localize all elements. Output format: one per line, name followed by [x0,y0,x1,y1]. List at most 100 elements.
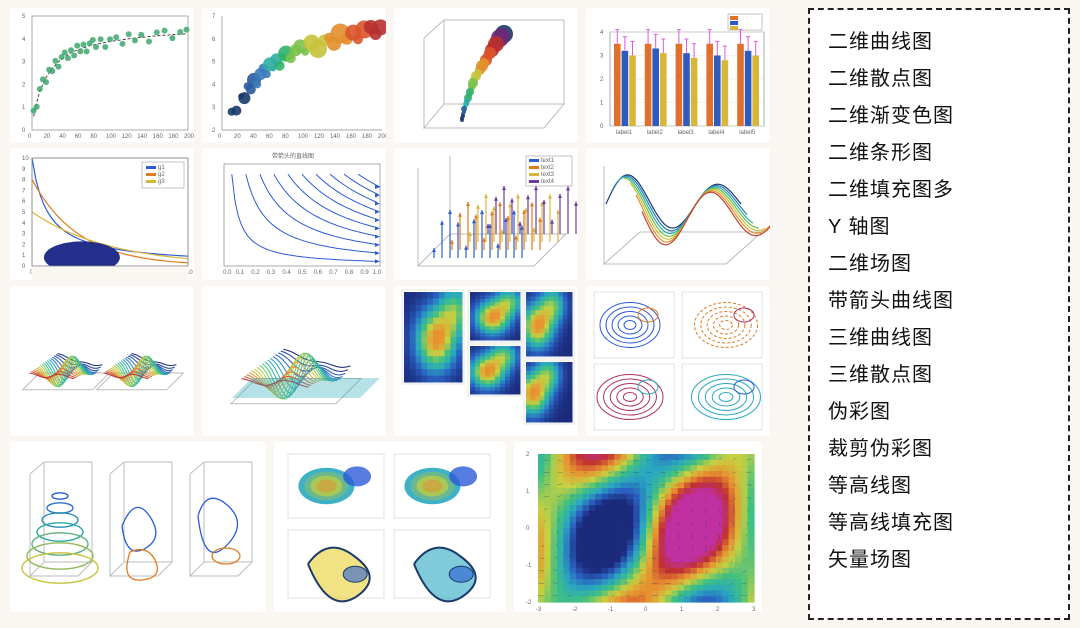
legend-item: 等高线填充图 [828,505,1050,542]
row-1: 020406080100120140160180200012345 020406… [10,8,794,142]
svg-text:80: 80 [90,134,97,140]
sample-surface-single [202,286,386,436]
svg-text:label4: label4 [708,130,725,136]
svg-text:6: 6 [212,37,216,43]
svg-text:label2: label2 [647,130,664,136]
svg-text:60: 60 [266,134,273,140]
svg-text:140: 140 [330,134,341,140]
sample-2d-scatter: 020406080100120140160180200234567 [202,8,386,142]
svg-text:20: 20 [44,134,51,140]
svg-text:7: 7 [212,14,216,20]
svg-text:180: 180 [168,134,179,140]
svg-text:60: 60 [75,134,82,140]
svg-text:5: 5 [212,60,216,66]
svg-text:g2: g2 [158,172,165,178]
svg-text:6: 6 [22,199,26,205]
svg-text:0: 0 [644,607,648,612]
svg-text:7: 7 [22,188,26,194]
svg-text:200: 200 [184,134,194,140]
svg-text:4: 4 [212,82,216,88]
sample-fill-multi-y: 012345678910012345678910g1g2g3 [10,148,194,280]
svg-text:text3: text3 [541,172,555,178]
sample-3d-waves [586,148,770,280]
svg-text:-3: -3 [536,607,542,612]
legend-item: 等高线图 [828,468,1050,505]
svg-text:0.3: 0.3 [267,270,276,276]
legend-item: 三维曲线图 [828,320,1050,357]
svg-text:120: 120 [122,134,133,140]
svg-text:4: 4 [22,37,26,43]
svg-text:3: 3 [22,60,26,66]
sample-3d-scatter [394,8,578,142]
svg-text:g3: g3 [158,179,165,185]
svg-text:40: 40 [250,134,257,140]
svg-text:0.0: 0.0 [223,270,232,276]
svg-text:2: 2 [22,242,26,248]
svg-text:0: 0 [28,134,32,140]
svg-text:0.2: 0.2 [251,270,260,276]
sample-iso-paths [10,442,266,612]
svg-text:120: 120 [314,134,325,140]
svg-text:4: 4 [600,30,604,36]
page-root: 020406080100120140160180200012345 020406… [0,0,1080,628]
svg-text:0: 0 [526,526,530,532]
svg-text:3: 3 [212,105,216,111]
sample-surface-pair [10,286,194,436]
svg-text:0.6: 0.6 [314,270,323,276]
legend-item: 伪彩图 [828,394,1050,431]
sample-contour-group [586,286,770,436]
svg-text:0.1: 0.1 [236,270,245,276]
svg-text:5: 5 [22,14,26,20]
svg-text:text2: text2 [541,165,555,171]
legend-item: 三维散点图 [828,357,1050,394]
sample-contourf-pair [274,442,506,612]
legend-item: 二维条形图 [828,135,1050,172]
svg-text:-2: -2 [572,607,578,612]
chart-gallery: 020406080100120140160180200012345 020406… [10,8,794,620]
svg-text:label1: label1 [616,130,633,136]
svg-text:带箭头的直线图: 带箭头的直线图 [272,152,314,160]
svg-text:g1: g1 [158,165,165,171]
svg-text:0.9: 0.9 [360,270,369,276]
svg-text:4: 4 [22,221,26,227]
sample-2d-curve: 020406080100120140160180200012345 [10,8,194,142]
sample-pcolor-group [394,286,578,436]
svg-text:2: 2 [22,82,26,88]
svg-text:2: 2 [526,452,530,458]
svg-text:1: 1 [600,101,604,107]
svg-text:0: 0 [218,134,222,140]
row-3 [10,286,794,436]
svg-text:0: 0 [22,264,26,270]
svg-text:100: 100 [106,134,117,140]
legend-item: 二维散点图 [828,61,1050,98]
sample-3d-field: text1text2text3text4 [394,148,578,280]
svg-text:text1: text1 [541,158,555,164]
svg-text:-1: -1 [608,607,614,612]
svg-text:200: 200 [378,134,386,140]
svg-text:80: 80 [282,134,289,140]
svg-text:140: 140 [137,134,148,140]
svg-text:1: 1 [680,607,684,612]
svg-text:3: 3 [752,607,756,612]
svg-text:0: 0 [600,124,604,130]
svg-text:-2: -2 [526,600,532,606]
svg-text:-1: -1 [526,563,532,569]
svg-text:9: 9 [22,167,26,173]
svg-text:5: 5 [22,210,26,216]
svg-text:10: 10 [22,156,29,162]
svg-text:160: 160 [346,134,357,140]
legend-item: 裁剪伪彩图 [828,431,1050,468]
svg-text:label3: label3 [678,130,695,136]
legend-item: 二维场图 [828,246,1050,283]
svg-text:8: 8 [22,178,26,184]
legend-item: 带箭头曲线图 [828,283,1050,320]
svg-text:1.0: 1.0 [373,270,382,276]
legend-item: Y 轴图 [828,209,1050,246]
svg-text:0.4: 0.4 [282,270,291,276]
legend-item: 二维渐变色图 [828,98,1050,135]
svg-text:100: 100 [298,134,309,140]
svg-text:1: 1 [526,489,530,495]
svg-text:label5: label5 [739,130,756,136]
svg-text:2: 2 [212,128,216,134]
svg-text:3: 3 [22,232,26,238]
